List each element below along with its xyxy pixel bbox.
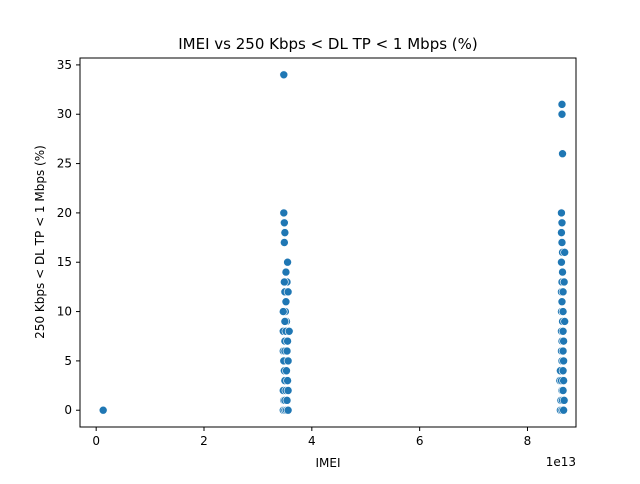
- scatter-point: [558, 267, 567, 277]
- scatter-point: [284, 326, 294, 336]
- scatter-point: [557, 109, 567, 119]
- plot-frame: [79, 57, 577, 428]
- scatter-point: [281, 297, 291, 306]
- scatter-point: [558, 386, 568, 395]
- scatter-point: [280, 317, 290, 326]
- scatter-point: [282, 346, 292, 356]
- scatter-point: [559, 277, 569, 287]
- scatter-point: [280, 277, 289, 287]
- scatter-point: [282, 396, 292, 405]
- scatter-point: [283, 386, 293, 395]
- scatter-point: [279, 208, 289, 218]
- scatter-point: [557, 297, 567, 306]
- scatter-point: [280, 238, 289, 247]
- y-tick-label: 25: [57, 157, 72, 171]
- scatter-point: [560, 248, 569, 257]
- scatter-point: [280, 218, 289, 228]
- y-axis-label: 250 Kbps < DL TP < 1 Mbps (%): [33, 145, 47, 339]
- scatter-point: [559, 376, 568, 385]
- scatter-point: [558, 307, 568, 316]
- scatter-point: [283, 405, 293, 415]
- scatter-point: [559, 396, 569, 405]
- x-axis-ticks: 0 2 4 6 8: [92, 427, 531, 448]
- x-tick-label: 6: [416, 434, 424, 448]
- y-tick-label: 10: [57, 305, 72, 319]
- scatter-point: [283, 257, 292, 267]
- scatter-point: [558, 346, 568, 356]
- scatter-point: [559, 356, 568, 366]
- scatter-point: [279, 70, 289, 80]
- scatter-point: [557, 238, 567, 247]
- scatter-point: [283, 336, 292, 346]
- scatter-points: [98, 70, 569, 415]
- scatter-point: [558, 287, 568, 297]
- y-tick-label: 35: [57, 58, 72, 72]
- y-tick-label: 15: [57, 255, 72, 269]
- y-tick-label: 20: [57, 206, 72, 220]
- scatter-point: [559, 405, 568, 415]
- scatter-point: [278, 307, 288, 316]
- x-tick-label: 4: [308, 434, 316, 448]
- scatter-point: [557, 257, 566, 267]
- y-tick-label: 0: [64, 403, 72, 417]
- scatter-point: [283, 356, 293, 366]
- scatter-point: [558, 149, 567, 159]
- scatter-point: [557, 100, 567, 109]
- y-tick-label: 5: [64, 354, 72, 368]
- x-tick-label: 2: [200, 434, 208, 448]
- scatter-point: [98, 405, 108, 415]
- scatter-point: [559, 336, 568, 346]
- scatter-point: [557, 208, 566, 218]
- scatter-point: [560, 317, 569, 326]
- y-axis-ticks: 0 5 10 15 20 25 30 35: [57, 58, 80, 417]
- scatter-point: [283, 376, 292, 385]
- scatter-point: [558, 366, 568, 376]
- scatter-point: [557, 228, 566, 237]
- scatter-point: [282, 366, 291, 376]
- scatter-point: [281, 267, 291, 277]
- x-axis-offset-label: 1e13: [546, 455, 576, 469]
- scatter-point: [280, 228, 290, 237]
- scatter-point: [557, 218, 567, 228]
- x-axis-label: IMEI: [315, 456, 340, 470]
- y-tick-label: 30: [57, 107, 72, 121]
- x-tick-label: 0: [92, 434, 100, 448]
- scatter-point: [558, 326, 568, 336]
- x-tick-label: 8: [524, 434, 532, 448]
- scatter-point: [283, 287, 293, 297]
- chart-title: IMEI vs 250 Kbps < DL TP < 1 Mbps (%): [178, 35, 478, 53]
